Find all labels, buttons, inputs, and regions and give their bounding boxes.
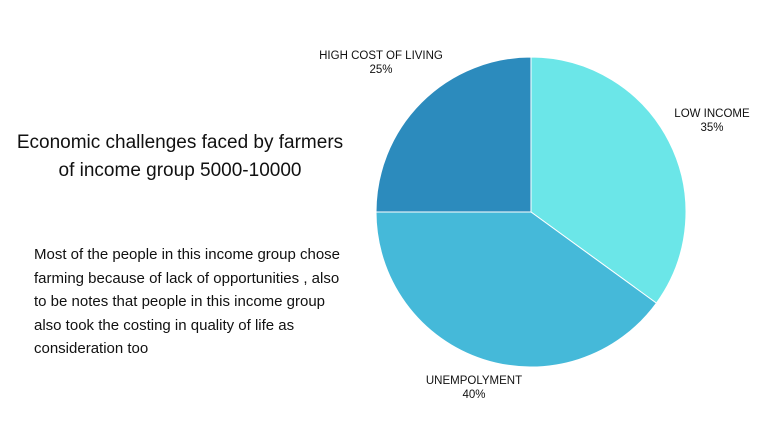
title-line-1: Economic challenges faced by farmers [16, 132, 344, 153]
slice-value-label: 35% [700, 122, 723, 134]
title-line-2: of income group 5000-10000 [58, 160, 302, 181]
pie-slice-low-income [530, 56, 687, 304]
slice-value-label: 25% [369, 64, 392, 76]
slice-label: UNEMPOLYMENT [426, 375, 522, 387]
slice-value-label: 40% [462, 389, 485, 401]
pie-slice-unempolyment [375, 211, 658, 368]
pie-slice-high-cost-of-living [375, 56, 532, 213]
description-text: Most of the people in this income group … [34, 246, 341, 357]
chart-title: Economic challenges faced by farmers of … [0, 129, 360, 185]
slice-label: LOW INCOME [674, 108, 750, 120]
slice-label: HIGH COST OF LIVING [319, 50, 443, 62]
